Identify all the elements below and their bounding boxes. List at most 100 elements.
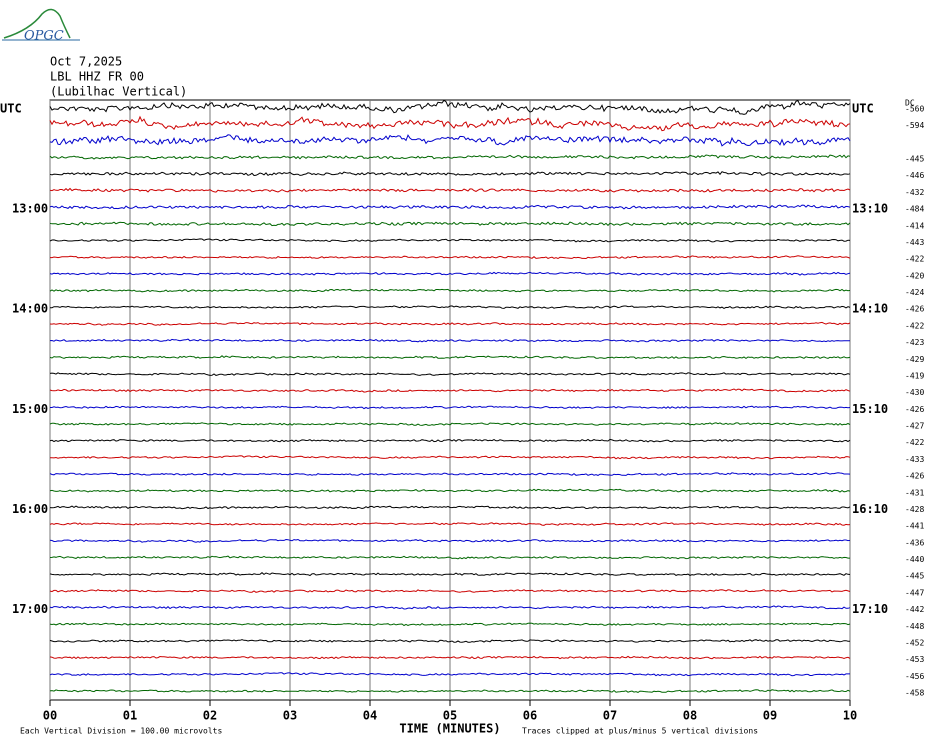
trace — [49, 422, 851, 426]
trace — [49, 622, 851, 627]
dc-offset: -484 — [905, 205, 924, 214]
trace — [49, 555, 850, 560]
dc-offset: -433 — [905, 455, 924, 464]
dc-offset: -422 — [905, 255, 924, 264]
date: Oct 7,2025 — [50, 55, 122, 69]
trace — [49, 488, 851, 493]
trace — [49, 171, 851, 177]
clip-note: Traces clipped at plus/minus 5 vertical … — [522, 727, 758, 736]
dc-offset: -456 — [905, 672, 924, 681]
dc-offset: -445 — [905, 155, 924, 164]
location: (Lubilhac Vertical) — [50, 85, 187, 99]
dc-offset: -445 — [905, 572, 924, 581]
trace — [49, 689, 851, 693]
trace — [50, 305, 851, 309]
x-tick-label: 09 — [763, 709, 777, 723]
scale-note: Each Vertical Division = 100.00 microvol… — [20, 727, 222, 736]
x-tick-label: 08 — [683, 709, 697, 723]
trace — [49, 187, 851, 193]
trace — [49, 355, 851, 360]
dc-offset: -458 — [905, 689, 924, 698]
x-axis-title: TIME (MINUTES) — [399, 722, 500, 736]
logo-curve — [3, 8, 71, 39]
dc-offset: -440 — [905, 555, 924, 564]
logo: OPGC — [24, 29, 64, 44]
x-tick-label: 02 — [203, 709, 217, 723]
dc-offset: -431 — [905, 488, 924, 497]
trace — [49, 271, 851, 276]
x-tick-label: 06 — [523, 709, 537, 723]
left-label: 14:00 — [12, 302, 48, 316]
dc-offset: -426 — [905, 405, 924, 414]
trace — [49, 522, 851, 526]
right-label: 13:10 — [852, 202, 888, 216]
dc-offset: -452 — [905, 638, 924, 647]
dc-offset: -424 — [905, 288, 924, 297]
trace — [49, 372, 851, 376]
trace — [49, 672, 850, 677]
x-tick-label: 03 — [283, 709, 297, 723]
trace — [49, 238, 851, 243]
dc-offset: -422 — [905, 438, 924, 447]
right-label: 14:10 — [852, 302, 888, 316]
right-label: 16:10 — [852, 502, 888, 516]
trace — [50, 255, 851, 260]
x-tick-label: 01 — [123, 709, 137, 723]
trace — [49, 115, 851, 132]
left-label: 16:00 — [12, 502, 48, 516]
left-label: 17:00 — [12, 602, 48, 616]
dc-offset: -560 — [905, 105, 924, 114]
trace — [49, 438, 851, 443]
trace — [49, 505, 851, 510]
dc-offset: -447 — [905, 588, 924, 597]
dc-offset: -422 — [905, 321, 924, 330]
x-tick-label: 10 — [843, 709, 857, 723]
trace — [49, 538, 851, 543]
trace — [50, 455, 851, 460]
left-label: UTC — [0, 102, 22, 116]
x-tick-label: 07 — [603, 709, 617, 723]
dc-offset: -436 — [905, 538, 924, 547]
dc-offset: -423 — [905, 338, 924, 347]
trace — [49, 589, 851, 593]
right-label: 17:10 — [852, 602, 888, 616]
trace — [49, 204, 851, 210]
dc-offset: -426 — [905, 305, 924, 314]
left-label: 15:00 — [12, 402, 48, 416]
right-label: UTC — [852, 102, 874, 116]
trace — [49, 154, 851, 160]
trace — [49, 388, 851, 393]
dc-offset: -427 — [905, 422, 924, 431]
x-tick-label: 04 — [363, 709, 377, 723]
trace — [49, 605, 851, 610]
dc-offset: -432 — [905, 188, 924, 197]
trace — [49, 639, 850, 643]
trace — [49, 321, 851, 326]
dc-offset: -453 — [905, 655, 924, 664]
dc-offset: -594 — [905, 121, 924, 130]
trace — [49, 221, 851, 227]
dc-offset: -426 — [905, 472, 924, 481]
trace — [49, 99, 851, 115]
dc-offset: -442 — [905, 605, 924, 614]
dc-offset: -430 — [905, 388, 924, 397]
dc-offset: -419 — [905, 371, 924, 380]
dc-offset: -446 — [905, 171, 924, 180]
dc-offset: -428 — [905, 505, 924, 514]
trace — [50, 405, 851, 410]
dc-offset: -443 — [905, 238, 924, 247]
dc-label: DC — [905, 99, 915, 108]
right-label: 15:10 — [852, 402, 888, 416]
dc-offset: -429 — [905, 355, 924, 364]
dc-offset: -448 — [905, 622, 924, 631]
trace — [49, 572, 851, 577]
dc-offset: -441 — [905, 522, 924, 531]
trace — [49, 338, 850, 343]
left-label: 13:00 — [12, 202, 48, 216]
dc-offset: -420 — [905, 271, 924, 280]
trace — [49, 288, 851, 293]
trace — [49, 134, 851, 147]
station: LBL HHZ FR 00 — [50, 70, 144, 84]
x-tick-label: 05 — [443, 709, 457, 723]
